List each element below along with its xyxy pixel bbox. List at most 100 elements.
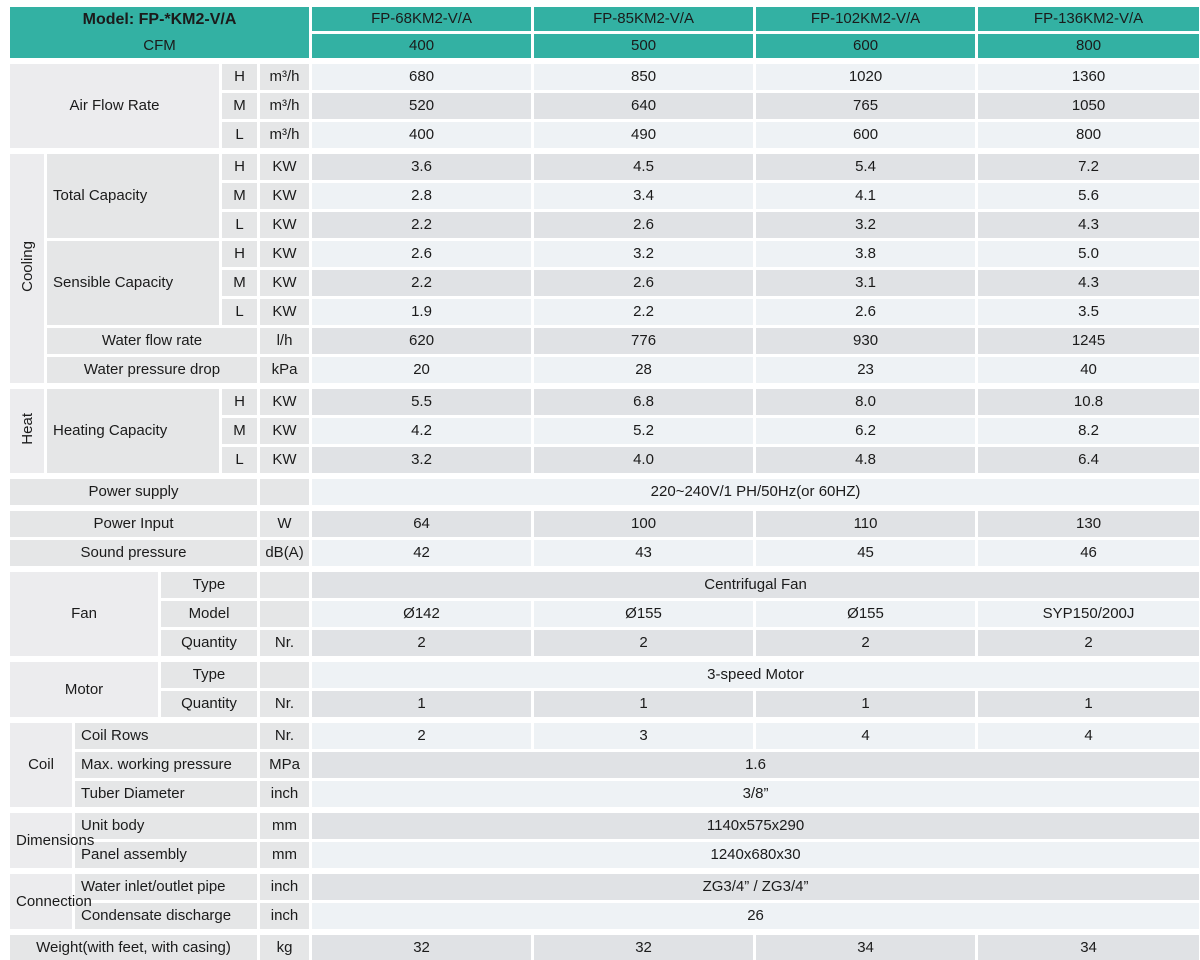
row-label-heating-capacity: Heating Capacity — [44, 383, 222, 478]
value-cell: 930 — [753, 325, 979, 357]
value-cell: 2.2 — [309, 267, 535, 299]
value-cell: 4.2 — [309, 415, 535, 447]
unit-cell: m³/h — [256, 58, 313, 93]
value-cell: 5.5 — [309, 383, 535, 418]
unit-cell: KW — [256, 415, 313, 447]
row-label-max-working-pressure: Max. working pressure — [72, 749, 260, 781]
value-cell: 23 — [753, 354, 979, 388]
unit-cell: KW — [256, 148, 313, 183]
value-cell: 490 — [531, 119, 757, 153]
unit-cell: KW — [256, 180, 313, 212]
value-cell: 4 — [753, 717, 979, 752]
unit-cell — [256, 656, 313, 691]
value-cell: 1245 — [975, 325, 1200, 357]
value-cell: 130 — [975, 505, 1200, 540]
value-cell: Ø155 — [531, 598, 757, 630]
value-cell: 2 — [531, 627, 757, 661]
value-cell: 45 — [753, 537, 979, 571]
unit-cell — [256, 473, 313, 510]
row-label-condensate: Condensate discharge — [72, 900, 260, 934]
value-cell: 28 — [531, 354, 757, 388]
value-cell: 6.2 — [753, 415, 979, 447]
value-cell: 34 — [975, 929, 1200, 960]
value-cell: 2.6 — [531, 209, 757, 241]
value-cell: 32 — [309, 929, 535, 960]
value-cell: 8.0 — [753, 383, 979, 418]
value-cell: 4.3 — [975, 209, 1200, 241]
row-label-power-input: Power Input — [7, 505, 260, 540]
unit-cell: dB(A) — [256, 537, 313, 571]
value-cell-panel-assembly: 1240x680x30 — [309, 839, 1200, 873]
value-cell: 7.2 — [975, 148, 1200, 183]
section-label-coil: Coil — [7, 717, 75, 812]
value-cell: 4.3 — [975, 267, 1200, 299]
value-cell: 42 — [309, 537, 535, 571]
value-cell: Ø155 — [753, 598, 979, 630]
value-cell: 3.2 — [753, 209, 979, 241]
value-cell: 2.2 — [309, 209, 535, 241]
unit-cell: l/h — [256, 325, 313, 357]
section-label-dimensions: Dimensions — [7, 807, 94, 873]
unit-cell: Nr. — [256, 627, 313, 661]
speed-cell: H — [219, 238, 260, 270]
unit-cell: KW — [256, 267, 313, 299]
column-header-1: FP-68KM2-V/A — [309, 4, 535, 34]
row-label-water-pipe: Water inlet/outlet pipe — [72, 868, 260, 903]
value-cell: 3.5 — [975, 296, 1200, 328]
value-cell-unit-body: 1140x575x290 — [309, 807, 1200, 842]
value-cell: 3.2 — [309, 444, 535, 478]
unit-cell: KW — [256, 383, 313, 418]
value-cell: 4.0 — [531, 444, 757, 478]
speed-cell: L — [219, 444, 260, 478]
section-label-cooling: Cooling — [7, 148, 47, 388]
value-cell: 32 — [531, 929, 757, 960]
unit-cell: MPa — [256, 749, 313, 781]
unit-cell: inch — [256, 900, 313, 934]
section-label-fan: Fan — [7, 566, 161, 661]
value-cell: 2 — [753, 627, 979, 661]
cfm-value-cell: 400 — [309, 31, 535, 63]
cfm-title: CFM — [143, 37, 176, 54]
row-label-sound-pressure: Sound pressure — [7, 537, 260, 571]
value-cell-motor-type: 3-speed Motor — [309, 656, 1200, 691]
unit-cell: inch — [256, 868, 313, 903]
value-cell: 776 — [531, 325, 757, 357]
row-label-sensible-capacity: Sensible Capacity — [44, 238, 222, 328]
speed-cell: M — [219, 267, 260, 299]
value-cell: 4 — [975, 717, 1200, 752]
section-label-motor: Motor — [7, 656, 161, 722]
value-cell: 34 — [753, 929, 979, 960]
unit-cell: inch — [256, 778, 313, 812]
unit-cell: kPa — [256, 354, 313, 388]
speed-cell: M — [219, 180, 260, 212]
unit-cell: KW — [256, 444, 313, 478]
value-cell: 43 — [531, 537, 757, 571]
value-cell: 400 — [309, 119, 535, 153]
unit-cell: KW — [256, 209, 313, 241]
value-cell-condensate: 26 — [309, 900, 1200, 934]
section-label-heat: Heat — [7, 383, 47, 478]
cfm-value-cell: 600 — [753, 31, 979, 63]
value-cell: 3.1 — [753, 267, 979, 299]
value-cell: 3 — [531, 717, 757, 752]
row-label-motor-type: Type — [158, 656, 260, 691]
value-cell-max-pressure: 1.6 — [309, 749, 1200, 781]
value-cell: 640 — [531, 90, 757, 122]
column-header-3: FP-102KM2-V/A — [753, 4, 979, 34]
unit-cell — [256, 598, 313, 630]
row-label-tuber-diameter: Tuber Diameter — [72, 778, 260, 812]
speed-cell: M — [219, 90, 260, 122]
value-cell: 2.6 — [531, 267, 757, 299]
value-cell: 64 — [309, 505, 535, 540]
row-label-weight: Weight(with feet, with casing) — [7, 929, 260, 960]
row-label-motor-quantity: Quantity — [158, 688, 260, 722]
value-cell: 3.6 — [309, 148, 535, 183]
value-cell: 100 — [531, 505, 757, 540]
model-cfm-header-cell: Model: FP-*KM2-V/A CFM — [6, 4, 313, 63]
value-cell-power-supply: 220~240V/1 PH/50Hz(or 60HZ) — [309, 473, 1200, 510]
value-cell-fan-type: Centrifugal Fan — [309, 566, 1200, 601]
unit-cell: KW — [256, 296, 313, 328]
value-cell: 46 — [975, 537, 1200, 571]
value-cell: 2 — [309, 717, 535, 752]
